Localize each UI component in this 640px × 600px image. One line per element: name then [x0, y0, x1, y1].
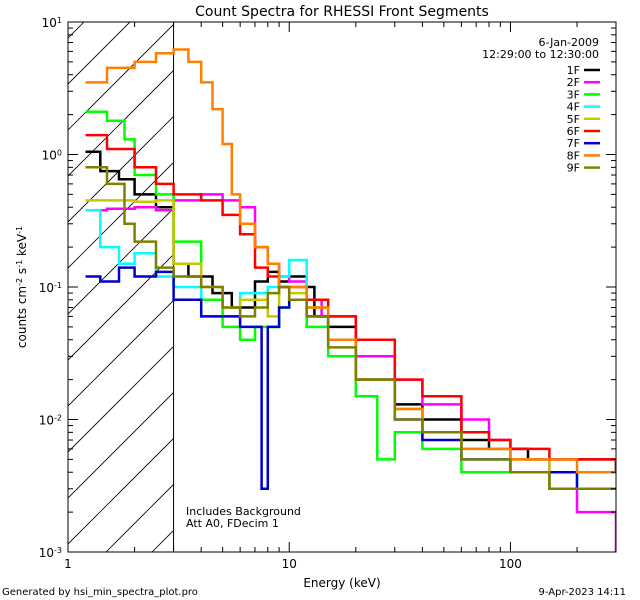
y-tick-label: 10-3 — [39, 546, 62, 561]
y-tick-label: 10-2 — [39, 413, 62, 428]
hatch-line — [68, 253, 174, 361]
legend-label-6F: 6F — [567, 125, 580, 138]
hatch-line — [68, 437, 174, 545]
hatch-line — [0, 0, 68, 552]
legend-label-3F: 3F — [567, 88, 580, 101]
date-label: 6-Jan-2009 — [539, 36, 600, 49]
series-line-2F — [85, 193, 616, 552]
series-line-6F — [85, 133, 616, 473]
series-line-3F — [85, 110, 616, 491]
time-range-label: 12:29:00 to 12:30:00 — [482, 48, 599, 61]
hatch-line — [68, 299, 174, 407]
chart-title: Count Spectra for RHESSI Front Segments — [195, 4, 489, 20]
y-tick-label: 101 — [42, 16, 62, 31]
series-line-9F — [85, 166, 616, 491]
legend-label-2F: 2F — [567, 76, 580, 89]
series-line-8F — [85, 48, 616, 474]
x-axis-label: Energy (keV) — [303, 576, 380, 590]
generated-by-label: Generated by hsi_min_spectra_plot.pro — [2, 587, 198, 598]
x-tick-label: 10 — [282, 557, 297, 571]
hatch-line — [68, 345, 174, 453]
legend-label-9F: 9F — [567, 162, 580, 175]
x-axis: 1 10 100 — [64, 22, 617, 571]
y-axis-label: counts cm-2 s-1 keV-1 — [15, 226, 30, 348]
hatch-line — [68, 69, 174, 177]
annotation-attenuator: Att A0, FDecim 1 — [186, 517, 279, 530]
hatch-line — [68, 207, 174, 315]
legend-label-8F: 8F — [567, 149, 580, 162]
series-lines — [85, 48, 616, 552]
legend-label-1F: 1F — [567, 64, 580, 77]
timestamp-label: 9-Apr-2023 14:11 — [539, 587, 626, 598]
legend-label-4F: 4F — [567, 101, 580, 114]
hatch-line — [68, 391, 174, 499]
y-axis: 101 100 10-1 10-2 10-3 — [39, 16, 616, 561]
x-tick-label: 100 — [499, 557, 522, 571]
x-tick-label: 1 — [64, 557, 72, 571]
y-tick-label: 100 — [42, 148, 62, 163]
hatch-line — [68, 23, 174, 131]
annotation-background: Includes Background — [186, 505, 301, 518]
y-tick-label: 10-1 — [39, 281, 62, 296]
legend-label-5F: 5F — [567, 113, 580, 126]
series-line-7F — [85, 266, 616, 491]
series-line-5F — [85, 199, 616, 474]
legend-label-7F: 7F — [567, 137, 580, 150]
